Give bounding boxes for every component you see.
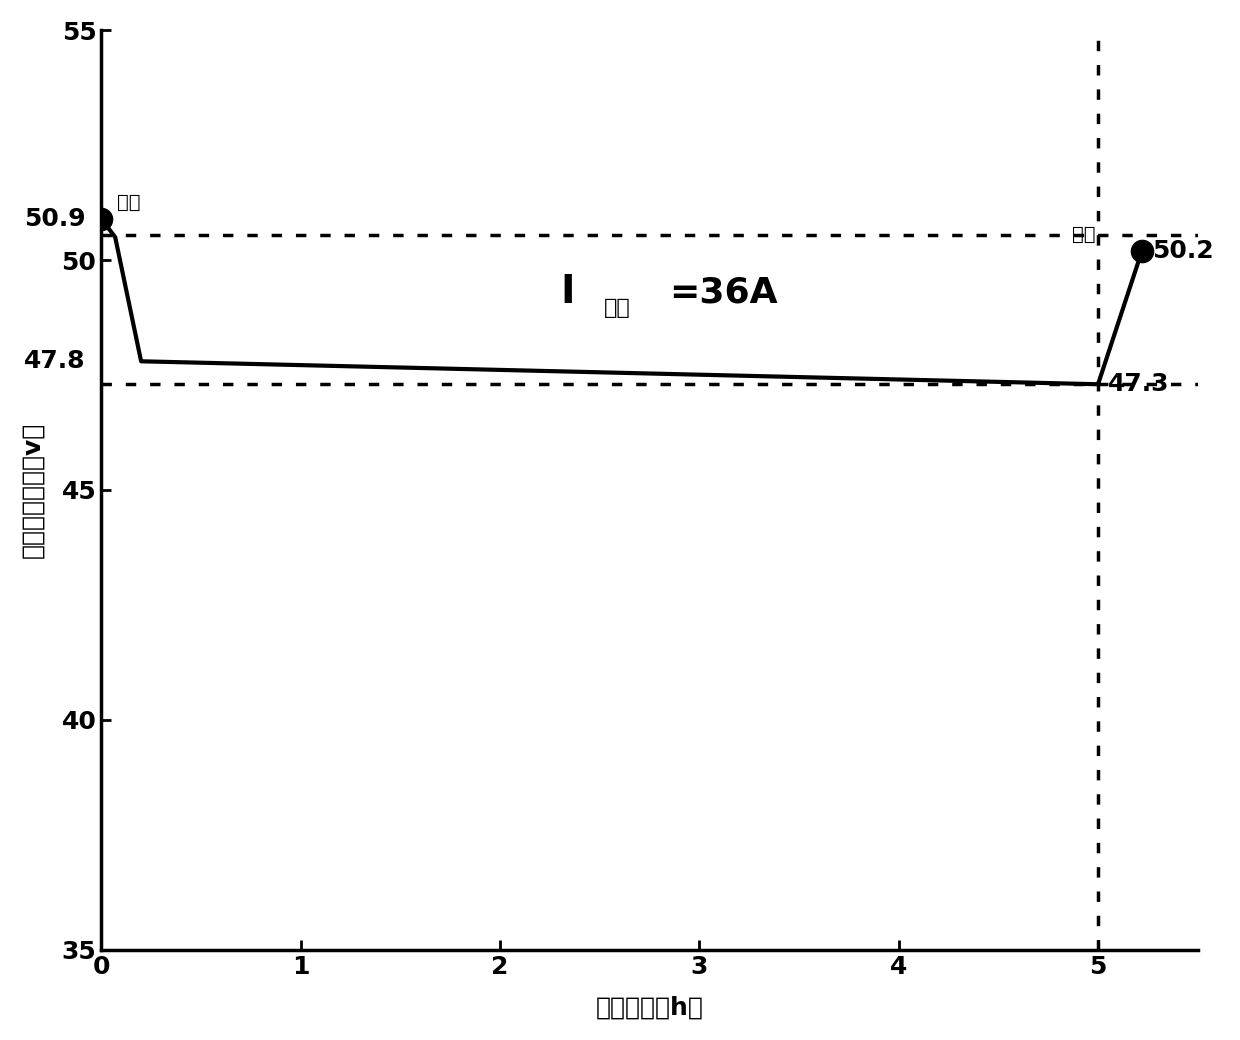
Text: 50.2: 50.2	[1152, 239, 1214, 263]
Y-axis label: 蓄电池组电压（v）: 蓄电池组电压（v）	[21, 422, 45, 558]
X-axis label: 放电时间（h）: 放电时间（h）	[595, 995, 703, 1019]
Text: =36A: =36A	[670, 276, 777, 309]
Text: 开路: 开路	[118, 192, 140, 212]
Text: 47.3: 47.3	[1109, 372, 1169, 396]
Text: 47.8: 47.8	[24, 349, 86, 373]
Text: 开路: 开路	[1073, 225, 1096, 244]
Text: 50.9: 50.9	[24, 207, 86, 231]
Text: 平均: 平均	[604, 298, 630, 318]
Text: $\mathbf{I}$: $\mathbf{I}$	[559, 274, 573, 311]
